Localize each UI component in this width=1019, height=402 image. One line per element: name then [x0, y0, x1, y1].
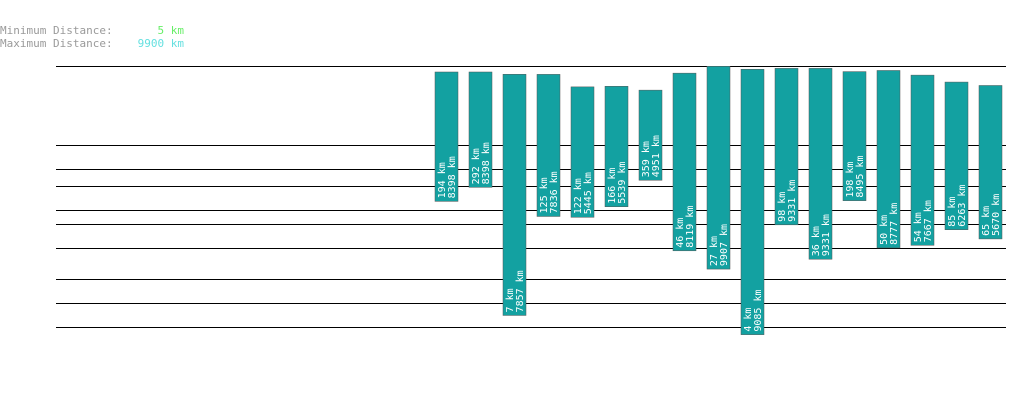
bar-min-label: 122 km [573, 178, 584, 214]
max-distance-value: 9900 km [137, 37, 184, 50]
bar-max-label: 9085 km [753, 290, 764, 332]
bar [536, 74, 561, 217]
bar-group: 292 km 8398 km [468, 71, 493, 188]
bar-max-label: 7836 km [549, 171, 560, 213]
bar [468, 71, 493, 188]
bar-max-label: 8398 km [447, 156, 458, 198]
bar-max-label: 5445 km [583, 172, 594, 214]
bar-max-label: 9331 km [821, 214, 832, 256]
min-distance-value: 5 km [157, 24, 185, 37]
bar-group: 122 km 5445 km [570, 86, 595, 218]
bar [876, 70, 901, 249]
bar-group: 198 km 8495 km [842, 71, 867, 201]
bar-group: 98 km 9331 km [774, 68, 799, 226]
bar-group: 54 km 7667 km [910, 74, 935, 246]
bar-min-label: 125 km [539, 177, 550, 213]
bar-max-label: 9907 km [719, 224, 730, 266]
bar-max-label: 5539 km [617, 162, 628, 204]
bar-min-label: 36 km [811, 226, 822, 256]
bar-min-label: 98 km [777, 192, 788, 222]
bar-min-label: 166 km [607, 168, 618, 204]
bar [638, 89, 663, 181]
bar-group: 50 km 8777 km [876, 70, 901, 249]
legend-max-row: Maximum Distance: 9900 km [0, 37, 184, 50]
bar [774, 68, 799, 226]
bar-max-label: 4951 km [651, 135, 662, 177]
bar-group: 36 km 9331 km [808, 68, 833, 260]
bar [910, 74, 935, 246]
bar-group: 4 km 9085 km [740, 69, 765, 335]
bar-group: 166 km 5539 km [604, 86, 629, 207]
bar-group: 7 km 7857 km [502, 74, 527, 316]
bar-max-label: 6263 km [957, 185, 968, 227]
bar-max-label: 9331 km [787, 180, 798, 222]
bar-min-label: 85 km [947, 197, 958, 227]
bar [944, 81, 969, 230]
bar [706, 66, 731, 270]
bar-min-label: 65 km [981, 206, 992, 236]
legend-min-row: Minimum Distance: 5 km [0, 24, 184, 37]
bar-min-label: 359 km [641, 141, 652, 177]
bar-min-label: 50 km [879, 215, 890, 245]
bar-min-label: 198 km [845, 162, 856, 198]
bar-group: 359 km 4951 km [638, 89, 663, 181]
bar-max-label: 8495 km [855, 156, 866, 198]
bar-min-label: 54 km [913, 212, 924, 242]
bar [434, 71, 459, 202]
bar [570, 86, 595, 218]
bar [808, 68, 833, 260]
bar-min-label: 4 km [743, 308, 754, 332]
bar-group: 65 km 5670 km [978, 85, 1003, 240]
bar [672, 72, 697, 252]
bar-max-label: 8119 km [685, 206, 696, 248]
min-distance-label: Minimum Distance: [0, 24, 113, 37]
bar [978, 85, 1003, 240]
bar-max-label: 7857 km [515, 270, 526, 312]
bar-min-label: 7 km [505, 288, 516, 312]
bar-group: 27 km 9907 km [706, 66, 731, 270]
bar-min-label: 46 km [675, 218, 686, 248]
bar-max-label: 8777 km [889, 203, 900, 245]
bar-min-label: 194 km [437, 162, 448, 198]
bar-min-label: 292 km [471, 148, 482, 184]
bar-group: 46 km 8119 km [672, 72, 697, 252]
legend: Minimum Distance: 5 km Maximum Distance: 9… [0, 24, 184, 50]
bar-min-label: 27 km [709, 236, 720, 266]
bar-group: 85 km 6263 km [944, 81, 969, 230]
bar [740, 69, 765, 335]
bar [604, 86, 629, 207]
bar [502, 74, 527, 316]
bar-max-label: 7667 km [923, 200, 934, 242]
bar-max-label: 8398 km [481, 142, 492, 184]
bar [842, 71, 867, 201]
bar-group: 194 km 8398 km [434, 71, 459, 202]
bar-max-label: 5670 km [991, 194, 1002, 236]
bar-group: 125 km 7836 km [536, 74, 561, 217]
max-distance-label: Maximum Distance: [0, 37, 113, 50]
bars: 194 km 8398 km 292 km 8398 km7 km 7857 km125… [434, 66, 1003, 335]
